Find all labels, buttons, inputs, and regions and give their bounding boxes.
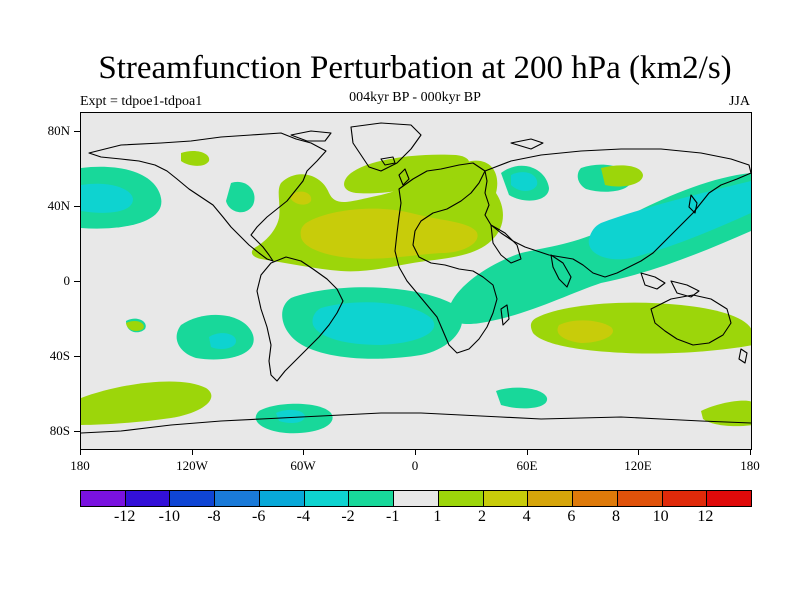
colorbar (80, 490, 752, 507)
colorbar-swatch (662, 491, 708, 506)
colorbar-label: 4 (522, 508, 531, 525)
x-label-180w: 180 (70, 458, 90, 473)
colorbar-swatch (259, 491, 305, 506)
x-tick (638, 449, 639, 455)
colorbar-label: 2 (478, 508, 486, 525)
x-label-180e: 180 (740, 458, 760, 473)
y-label-80s: 80S (49, 423, 70, 438)
x-label-0: 0 (411, 458, 419, 473)
colorbar-label: 8 (612, 508, 620, 525)
colorbar-label: 12 (697, 508, 714, 525)
chart-title: Streamfunction Perturbation at 200 hPa (… (98, 50, 732, 86)
colorbar-label: -4 (296, 508, 310, 525)
x-tick (527, 449, 528, 455)
colorbar-label: 6 (567, 508, 576, 525)
map-svg (81, 122, 751, 434)
x-tick (415, 449, 416, 455)
x-label-60w: 60W (290, 458, 316, 473)
colorbar-label: -8 (207, 508, 221, 525)
x-label-120e: 120E (624, 458, 652, 473)
colorbar-swatch (707, 491, 752, 506)
season-label: JJA (728, 94, 750, 109)
colorbar-swatch (528, 491, 574, 506)
y-tick (74, 206, 80, 207)
colorbar-label: -6 (251, 508, 266, 525)
colorbar-label: 1 (433, 508, 442, 525)
colorbar-swatch (170, 491, 216, 506)
chart-subtitle: 004kyr BP - 000kyr BP (349, 90, 481, 105)
positive-contours-light (81, 150, 751, 427)
y-label-0: 0 (63, 273, 71, 288)
x-tick (80, 449, 81, 455)
x-tick (192, 449, 193, 455)
colorbar-swatch (483, 491, 529, 506)
colorbar-label: -2 (341, 508, 355, 525)
y-tick (74, 356, 80, 357)
coastlines (81, 122, 751, 434)
x-label-60e: 60E (516, 458, 538, 473)
colorbar-swatch (349, 491, 395, 506)
y-label-80n: 80N (47, 123, 70, 138)
positive-contours-strong (291, 191, 613, 343)
colorbar-swatch (394, 491, 439, 506)
colorbar-label: 10 (652, 508, 669, 525)
x-label-120w: 120W (176, 458, 208, 473)
colorbar-swatch (81, 491, 126, 506)
colorbar-swatch (617, 491, 663, 506)
y-tick (74, 281, 80, 282)
colorbar-swatch (438, 491, 484, 506)
x-tick (750, 449, 751, 455)
y-tick (74, 131, 80, 132)
colorbar-label: -1 (385, 508, 400, 525)
colorbar-swatch (125, 491, 171, 506)
colorbar-swatch (573, 491, 618, 506)
x-tick (303, 449, 304, 455)
colorbar-swatch (215, 491, 260, 506)
colorbar-label: -10 (158, 508, 180, 525)
y-label-40n: 40N (47, 198, 70, 213)
experiment-label: Expt = tdpoe1-tdpoa1 (80, 94, 203, 109)
y-label-40s: 40S (49, 348, 70, 363)
map-panel (80, 112, 752, 450)
colorbar-swatch (304, 491, 350, 506)
colorbar-label: -12 (113, 508, 136, 525)
y-tick (74, 431, 80, 432)
negative-contours-strong (81, 172, 751, 424)
